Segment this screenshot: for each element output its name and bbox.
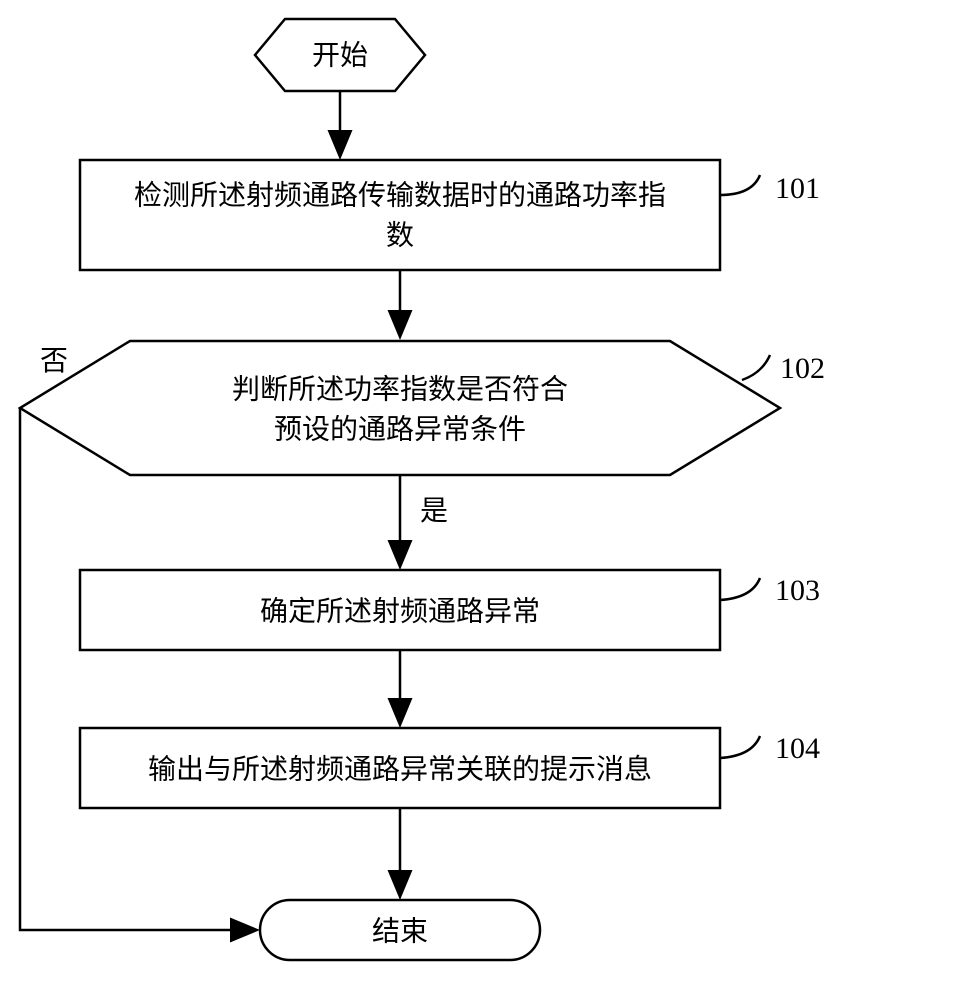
yes-label: 是 — [420, 496, 448, 527]
start-node: 开始 — [255, 19, 425, 91]
step-101-text-line1: 检测所述射频通路传输数据时的通路功率指 — [134, 179, 666, 211]
step-103-node: 确定所述射频通路异常 — [80, 570, 720, 650]
step-103-text: 确定所述射频通路异常 — [260, 595, 540, 627]
decision-102-text-line2: 预设的通路异常条件 — [274, 413, 526, 445]
no-label: 否 — [40, 346, 68, 377]
edge-102-end-no — [20, 408, 255, 930]
step-101-text-line2: 数 — [386, 219, 414, 251]
step-101-node: 检测所述射频通路传输数据时的通路功率指 数 — [80, 160, 720, 270]
step-102-leader — [742, 355, 770, 380]
start-label: 开始 — [312, 39, 368, 71]
step-103-number: 103 — [775, 574, 820, 607]
step-104-node: 输出与所述射频通路异常关联的提示消息 — [80, 728, 720, 808]
step-102-number: 102 — [780, 352, 825, 385]
step-104-text: 输出与所述射频通路异常关联的提示消息 — [148, 753, 652, 785]
step-104-number: 104 — [775, 732, 820, 765]
end-label: 结束 — [372, 915, 428, 947]
decision-102-text-line1: 判断所述功率指数是否符合 — [232, 373, 568, 405]
end-node: 结束 — [260, 900, 540, 960]
step-101-number: 101 — [775, 172, 820, 205]
step-103-leader — [720, 578, 760, 600]
step-104-leader — [720, 736, 760, 758]
flowchart-diagram: 开始 检测所述射频通路传输数据时的通路功率指 数 101 判断所述功率指数是否符… — [0, 0, 954, 1000]
decision-102-node: 判断所述功率指数是否符合 预设的通路异常条件 — [20, 341, 780, 475]
step-101-leader — [720, 175, 760, 195]
